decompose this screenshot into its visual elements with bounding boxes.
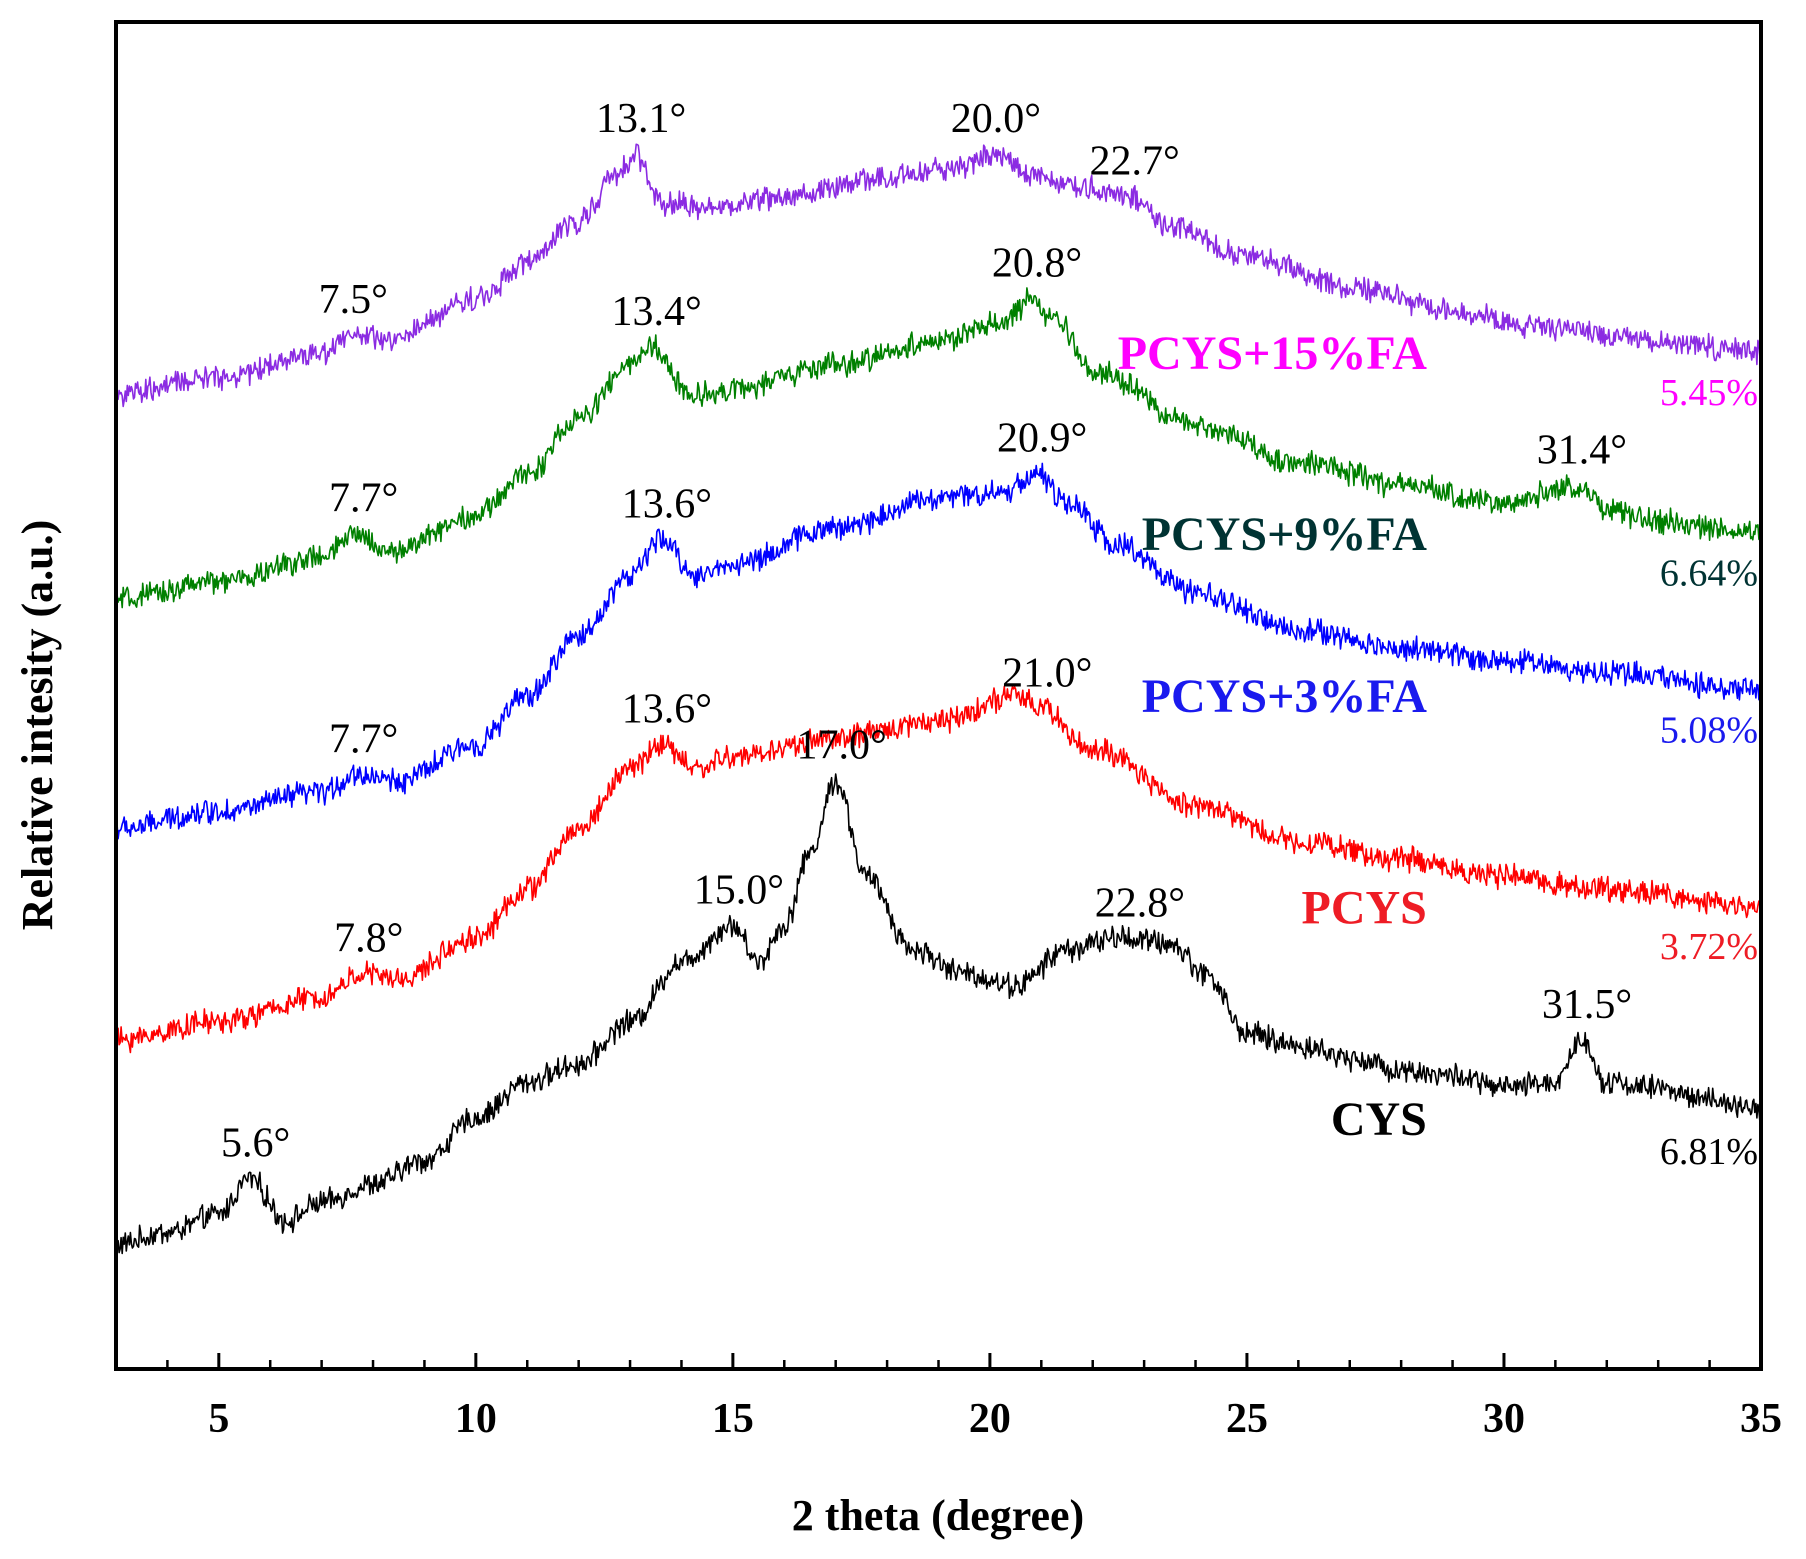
x-tick-label: 30 xyxy=(1483,1396,1525,1442)
series-name-pcys15: PCYS+15%FA xyxy=(1118,327,1427,380)
x-axis-ticks: 5 10 15 20 25 30 35 xyxy=(114,1353,1782,1442)
x-tick-label: 5 xyxy=(208,1396,229,1442)
peak-label-cys: 17.0° xyxy=(797,723,887,769)
series-name-pcys: PCYS xyxy=(1302,882,1427,935)
series-name-pcys9: PCYS+9%FA xyxy=(1142,508,1427,561)
peak-label-pcys: 13.6° xyxy=(622,687,712,733)
peak-label-pcys15: 13.1° xyxy=(596,96,686,142)
peak-label-cys: 15.0° xyxy=(694,867,784,913)
peak-label-pcys9: 7.7° xyxy=(329,476,398,522)
series-percentage-pcys15: 5.45% xyxy=(1660,372,1758,414)
peak-label-pcys: 21.0° xyxy=(1002,650,1092,696)
series-line-pcys9 xyxy=(115,287,1762,609)
peak-label-pcys9: 31.4° xyxy=(1537,427,1627,473)
x-tick-label: 10 xyxy=(455,1396,497,1442)
x-tick-label: 25 xyxy=(1226,1396,1268,1442)
series-line-cys xyxy=(115,773,1762,1255)
peak-label-pcys9: 20.8° xyxy=(992,241,1082,287)
peak-label-pcys: 7.8° xyxy=(334,916,403,962)
series-percentage-pcys9: 6.64% xyxy=(1660,553,1758,595)
series-name-pcys3: PCYS+3%FA xyxy=(1142,670,1427,723)
peak-label-pcys3: 20.9° xyxy=(997,415,1087,461)
peak-label-pcys15: 7.5° xyxy=(319,277,388,323)
series-percentage-pcys: 3.72% xyxy=(1660,926,1758,968)
series-labels-layer: 6.81% CYS 3.72% PCYS 5.08% PCYS+3%FA 6.64% PCYS… xyxy=(1118,327,1758,1173)
peak-label-pcys15: 20.0° xyxy=(951,96,1041,142)
x-tick-label: 35 xyxy=(1740,1396,1782,1442)
peak-label-pcys9: 13.4° xyxy=(611,289,701,335)
curves-layer xyxy=(115,143,1762,1255)
series-line-pcys xyxy=(115,685,1762,1054)
peak-label-cys: 22.8° xyxy=(1095,881,1185,927)
series-percentage-pcys3: 5.08% xyxy=(1660,709,1758,751)
peak-label-pcys15: 22.7° xyxy=(1090,138,1180,184)
x-axis-label: 2 theta (degree) xyxy=(792,1491,1084,1540)
peak-label-pcys3: 7.7° xyxy=(329,717,398,763)
series-line-pcys15 xyxy=(115,143,1762,408)
x-tick-label: 20 xyxy=(969,1396,1011,1442)
peak-label-cys: 5.6° xyxy=(221,1120,290,1166)
peak-label-pcys3: 13.6° xyxy=(622,482,712,528)
peak-labels-layer: 5.6° 15.0° 17.0° 22.8° 31.5° 7.8° 13.6° 21.0° 7.… xyxy=(221,96,1632,1166)
y-axis-label: Relative intesity (a.u.) xyxy=(13,520,62,931)
peak-label-cys: 31.5° xyxy=(1542,982,1632,1028)
series-line-pcys3 xyxy=(115,462,1762,840)
series-name-cys: CYS xyxy=(1331,1093,1427,1146)
plot-frame xyxy=(114,20,1763,1371)
series-percentage-cys: 6.81% xyxy=(1660,1131,1758,1173)
x-tick-label: 15 xyxy=(712,1396,754,1442)
